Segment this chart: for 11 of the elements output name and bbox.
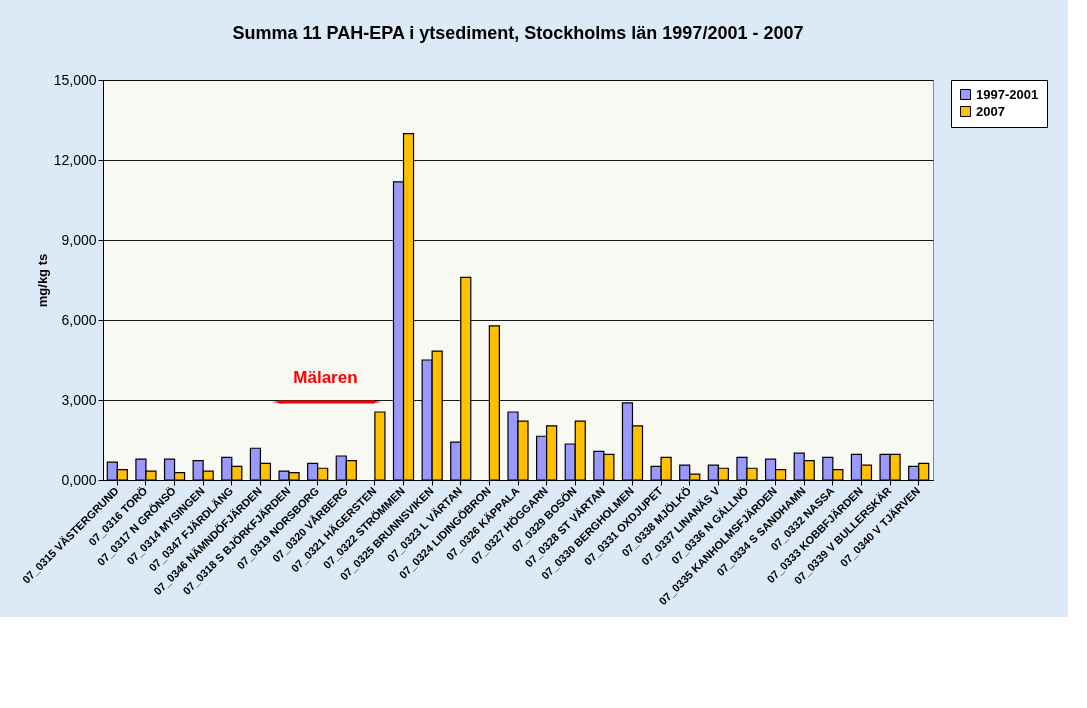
annotation: Mälaren	[293, 368, 358, 387]
legend-label: 2007	[976, 103, 1005, 119]
y-axis-title: mg/kg ts	[34, 253, 50, 308]
y-tick-label: 12,000	[53, 151, 97, 168]
y-tick-label: 15,000	[53, 71, 97, 88]
legend-label: 1997-2001	[976, 86, 1039, 102]
y-tick-label: 0,000	[61, 471, 97, 488]
chart-title: Summa 11 PAH-EPA i ytsediment, Stockholms län 1997/2001 - 2007	[232, 23, 804, 43]
y-tick-label: 3,000	[61, 391, 97, 408]
y-tick-label: 9,000	[61, 231, 97, 248]
y-tick-label: 6,000	[61, 311, 97, 328]
